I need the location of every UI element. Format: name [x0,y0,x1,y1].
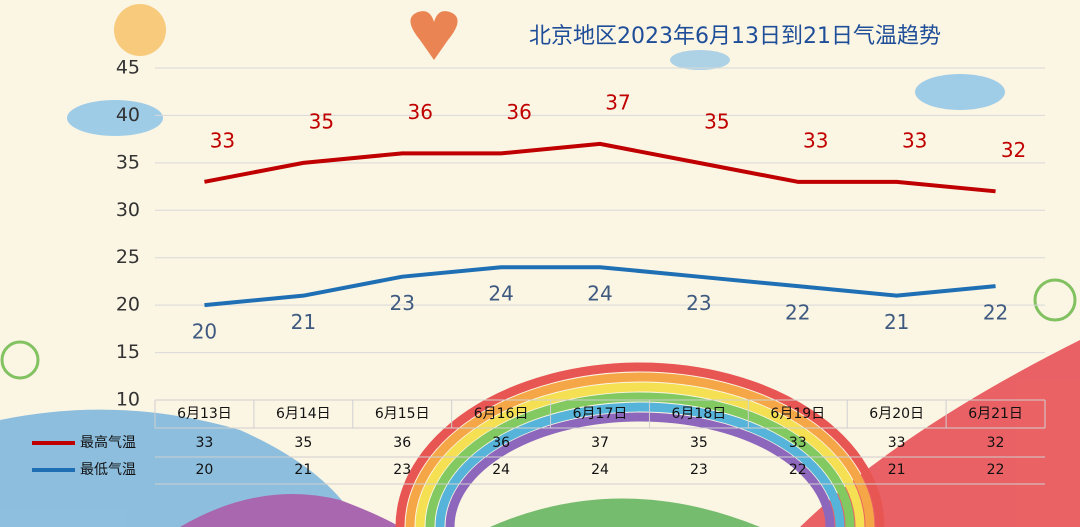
table-cell: 35 [690,435,708,451]
table-cell: 33 [888,435,906,451]
table-cell: 35 [294,435,312,451]
table-header: 6月19日 [770,406,825,422]
data-label: 22 [983,301,1008,325]
data-label: 36 [407,100,432,124]
table-cell: 23 [393,462,411,478]
table-cell: 33 [196,435,214,451]
table-header: 6月17日 [573,406,628,422]
table-cell: 24 [591,462,609,478]
table-cell: 37 [591,435,609,451]
data-label: 36 [506,100,531,124]
table-cell: 22 [789,462,807,478]
legend-label: 最高气温 [80,434,136,451]
table-cell: 21 [294,462,312,478]
data-label: 33 [803,128,828,152]
data-label: 33 [210,128,235,152]
data-label: 32 [1001,138,1026,162]
y-tick-label: 35 [116,151,140,173]
table-header: 6月20日 [869,406,924,422]
table-cell: 21 [888,462,906,478]
table-header: 6月15日 [375,406,430,422]
data-label: 23 [389,291,414,315]
data-label: 21 [291,310,316,334]
data-label: 35 [704,109,729,133]
table-header: 6月13日 [177,406,232,422]
y-tick-label: 10 [116,389,140,411]
table-header: 6月21日 [968,406,1023,422]
table-cell: 22 [987,462,1005,478]
table-cell: 32 [987,435,1005,451]
data-label: 21 [884,310,909,334]
y-tick-label: 40 [116,104,140,126]
y-tick-label: 15 [116,341,140,363]
data-label: 23 [686,291,711,315]
data-label: 20 [192,320,217,344]
decoration [0,4,1080,527]
table-cell: 23 [690,462,708,478]
y-tick-label: 20 [116,294,140,316]
table-header: 6月16日 [474,406,529,422]
line-series [204,141,996,194]
data-label: 24 [587,282,612,306]
data-label: 22 [785,301,810,325]
table-cell: 36 [393,435,411,451]
data-label: 37 [605,90,630,114]
data-label: 35 [309,109,334,133]
table-header: 6月14日 [276,406,331,422]
y-tick-label: 45 [116,57,140,79]
y-tick-label: 25 [116,246,140,268]
data-label: 33 [902,128,927,152]
chart-title: 北京地区2023年6月13日到21日气温趋势 [529,24,941,49]
table-cell: 20 [196,462,214,478]
table-cell: 24 [492,462,510,478]
line-series [204,265,996,308]
table-cell: 33 [789,435,807,451]
table-cell: 36 [492,435,510,451]
y-tick-label: 30 [116,199,140,221]
data-label: 24 [488,282,513,306]
legend-label: 最低气温 [80,462,136,478]
table-header: 6月18日 [672,406,727,422]
